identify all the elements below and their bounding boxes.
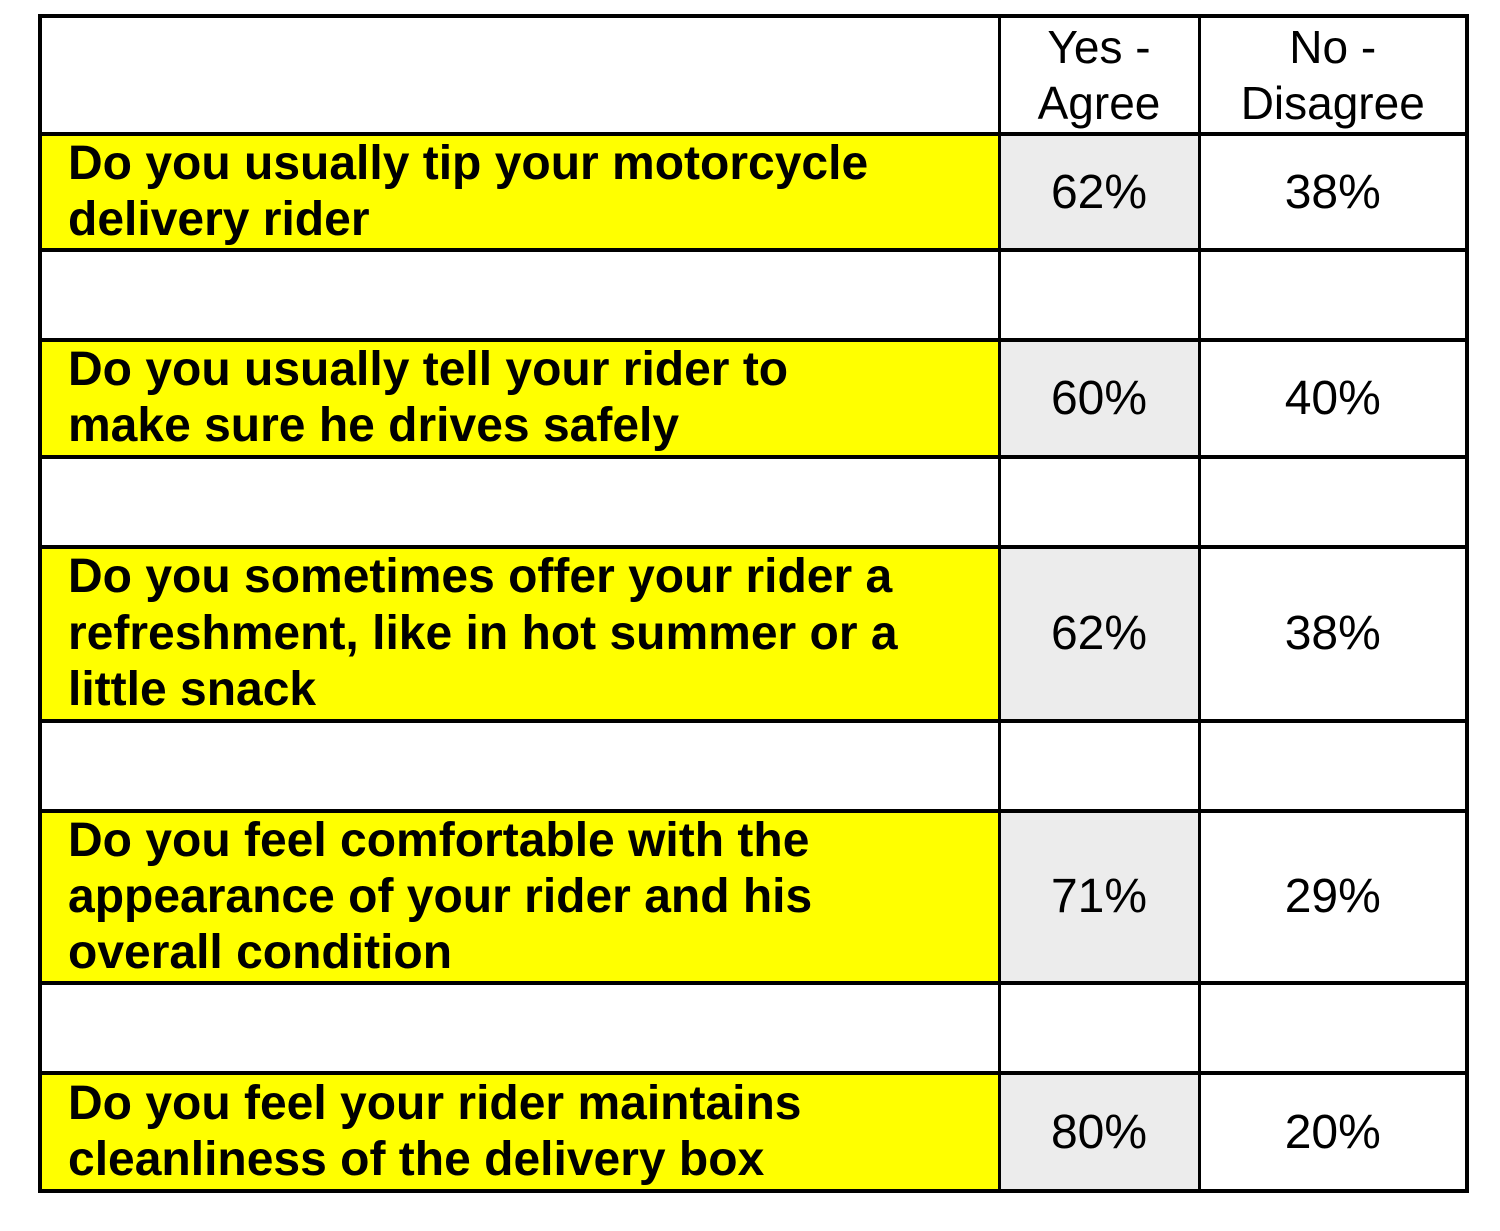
table-row-question-refreshment: Do you sometimes offer your rider a refr… — [38, 544, 1469, 723]
no-percent-cell: 29% — [1197, 808, 1469, 986]
spacer-cell — [38, 981, 1001, 1076]
header-no-disagree-cell: No - Disagree — [1197, 14, 1469, 136]
question-cell: Do you feel comfortable with the appeara… — [38, 808, 1001, 986]
survey-results-table: Yes - Agree No - Disagree Do you usually… — [38, 14, 1469, 1194]
no-percent-cell: 38% — [1197, 131, 1469, 253]
question-cell: Do you usually tell your rider to make s… — [38, 338, 1001, 459]
spacer-cell — [1197, 981, 1469, 1076]
spacer-row — [38, 454, 1469, 549]
table-row-question-cleanliness: Do you feel your rider maintains cleanli… — [38, 1071, 1469, 1194]
spacer-cell — [38, 248, 1001, 343]
table-row-question-appearance: Do you feel comfortable with the appeara… — [38, 808, 1469, 986]
table-row-question-tipping: Do you usually tip your motorcycle deliv… — [38, 131, 1469, 253]
spacer-row — [38, 981, 1469, 1076]
spacer-row — [38, 248, 1469, 343]
spacer-cell — [997, 454, 1201, 549]
yes-percent-cell: 60% — [997, 338, 1201, 459]
table-row-question-drive-safely: Do you usually tell your rider to make s… — [38, 338, 1469, 459]
spacer-cell — [1197, 248, 1469, 343]
spacer-cell — [38, 718, 1001, 813]
question-cell: Do you usually tip your motorcycle deliv… — [38, 131, 1001, 253]
yes-percent-cell: 62% — [997, 131, 1201, 253]
question-cell: Do you feel your rider maintains cleanli… — [38, 1071, 1001, 1194]
spacer-cell — [1197, 454, 1469, 549]
yes-percent-cell: 71% — [997, 808, 1201, 986]
question-cell: Do you sometimes offer your rider a refr… — [38, 544, 1001, 723]
spacer-cell — [1197, 718, 1469, 813]
header-yes-agree-cell: Yes - Agree — [997, 14, 1201, 136]
yes-percent-cell: 80% — [997, 1071, 1201, 1194]
spacer-cell — [997, 981, 1201, 1076]
header-question-cell — [38, 14, 1001, 136]
no-percent-cell: 20% — [1197, 1071, 1469, 1194]
no-percent-cell: 38% — [1197, 544, 1469, 723]
no-percent-cell: 40% — [1197, 338, 1469, 459]
header-row: Yes - Agree No - Disagree — [38, 14, 1469, 136]
spacer-cell — [38, 454, 1001, 549]
spacer-row — [38, 718, 1469, 813]
spacer-cell — [997, 718, 1201, 813]
yes-percent-cell: 62% — [997, 544, 1201, 723]
spacer-cell — [997, 248, 1201, 343]
survey-table-container: Yes - Agree No - Disagree Do you usually… — [38, 14, 1469, 1194]
